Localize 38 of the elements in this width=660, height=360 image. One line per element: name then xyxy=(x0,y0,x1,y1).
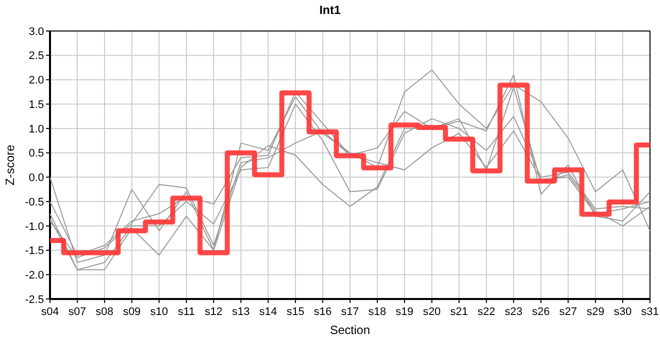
y-tick-label: 2.0 xyxy=(28,74,44,87)
x-tick-label: s16 xyxy=(314,306,332,318)
y-tick-label: -1.0 xyxy=(25,220,44,233)
x-tick-label: s15 xyxy=(286,306,304,318)
x-tick-label: s26 xyxy=(532,306,550,318)
x-tick-label: s13 xyxy=(232,306,250,318)
x-tick-label: s30 xyxy=(614,306,632,318)
x-tick-label: s12 xyxy=(204,306,223,318)
x-tick-label: s29 xyxy=(586,306,604,318)
x-tick-label: s10 xyxy=(150,306,168,318)
y-tick-label: -2.5 xyxy=(25,294,44,306)
y-tick-label: 0.5 xyxy=(28,148,44,160)
y-tick-label: 1.0 xyxy=(28,123,44,136)
y-tick-label: 2.5 xyxy=(28,50,44,62)
y-tick-label: -1.5 xyxy=(25,245,44,258)
x-tick-label: s14 xyxy=(259,306,278,318)
x-tick-label: s04 xyxy=(41,306,59,318)
y-tick-label: -0.5 xyxy=(25,196,44,208)
y-tick-label: 3.0 xyxy=(28,26,44,38)
y-tick-label: 1.5 xyxy=(28,98,44,111)
y-axis-title: Z-score xyxy=(3,144,17,186)
x-tick-label: s17 xyxy=(341,306,359,318)
x-tick-label: s18 xyxy=(368,306,386,318)
x-tick-label: s22 xyxy=(477,306,496,318)
x-tick-label: s08 xyxy=(96,306,114,318)
x-tick-label: s09 xyxy=(122,306,141,318)
x-tick-label: s20 xyxy=(422,306,441,318)
x-tick-label: s19 xyxy=(396,306,414,318)
x-tick-label: s11 xyxy=(178,306,195,318)
x-tick-label: s21 xyxy=(450,306,468,318)
x-tick-label: s07 xyxy=(68,306,86,318)
x-tick-label: s23 xyxy=(504,306,523,318)
y-tick-label: -2.0 xyxy=(25,269,44,282)
x-tick-label: s27 xyxy=(559,306,578,318)
chart-title: Int1 xyxy=(319,3,341,17)
x-tick-label: s31 xyxy=(641,306,659,318)
y-tick-label: 0.0 xyxy=(28,172,44,184)
x-axis-title: Section xyxy=(330,323,370,337)
